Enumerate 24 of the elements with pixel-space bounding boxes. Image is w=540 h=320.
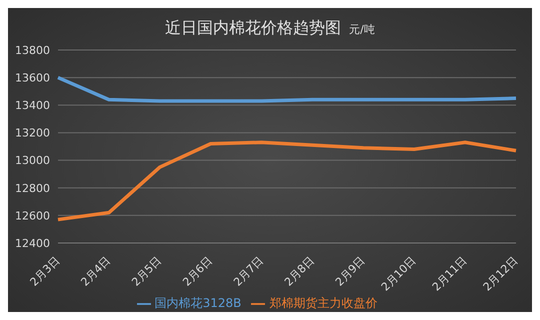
x-tick-label: 2月7日 [231,254,266,289]
x-tick-label: 2月9日 [332,254,368,289]
x-tick-label: 2月3日 [28,254,62,289]
y-tick-label: 13200 [15,126,50,140]
legend-label: 国内棉花3128B [154,296,242,310]
x-tick-label: 2月5日 [129,254,164,289]
y-tick-label: 12400 [15,236,50,250]
x-tick-label: 2月4日 [78,254,114,289]
x-tick-label: 2月11日 [430,254,470,294]
x-tick-label: 2月6日 [180,254,215,289]
y-tick-label: 12800 [15,182,50,195]
x-tick-label: 2月12日 [480,254,520,294]
chart-title: 近日国内棉花价格趋势图 [165,18,342,37]
x-tick-label: 2月8日 [282,254,317,289]
y-tick-label: 13000 [15,154,50,168]
y-tick-label: 12600 [15,209,50,222]
legend-label: 郑棉期货主力收盘价 [269,296,378,310]
chart-subtitle: 元/吨 [349,23,375,36]
x-tick-label: 2月10日 [378,254,418,294]
line-series [56,140,518,222]
y-tick-label: 13800 [15,44,50,57]
line-series [56,76,518,103]
y-tick-label: 13600 [15,71,50,84]
y-tick-label: 13400 [15,99,50,112]
